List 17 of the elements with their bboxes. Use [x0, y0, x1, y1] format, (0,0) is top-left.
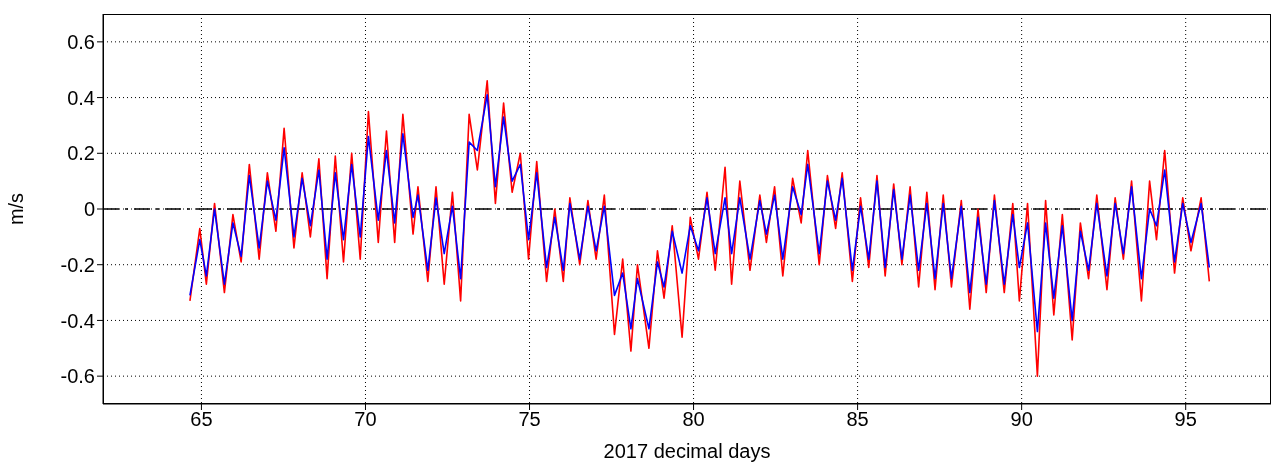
- line-series: [189, 93, 1211, 333]
- x-tick-label: 70: [354, 408, 377, 431]
- x-axis-title: 2017 decimal days: [603, 440, 771, 462]
- x-tick-label: 85: [846, 408, 869, 431]
- y-tick-label: 0.6: [67, 30, 95, 53]
- x-tick-label: 65: [190, 408, 213, 431]
- y-tick-label: 0: [83, 198, 95, 221]
- x-tick-label: 95: [1174, 408, 1197, 431]
- y-tick-label: 0.4: [67, 86, 95, 109]
- y-tick-label: 0.2: [67, 142, 95, 165]
- y-tick-label: -0.4: [60, 309, 95, 332]
- y-tick-label: -0.2: [60, 253, 95, 276]
- x-tick-label: 80: [682, 408, 705, 431]
- x-tick-label: 90: [1010, 408, 1033, 431]
- x-tick-label: 75: [518, 408, 541, 431]
- y-axis-title: m/s: [5, 192, 28, 226]
- y-tick-label: -0.6: [60, 365, 95, 388]
